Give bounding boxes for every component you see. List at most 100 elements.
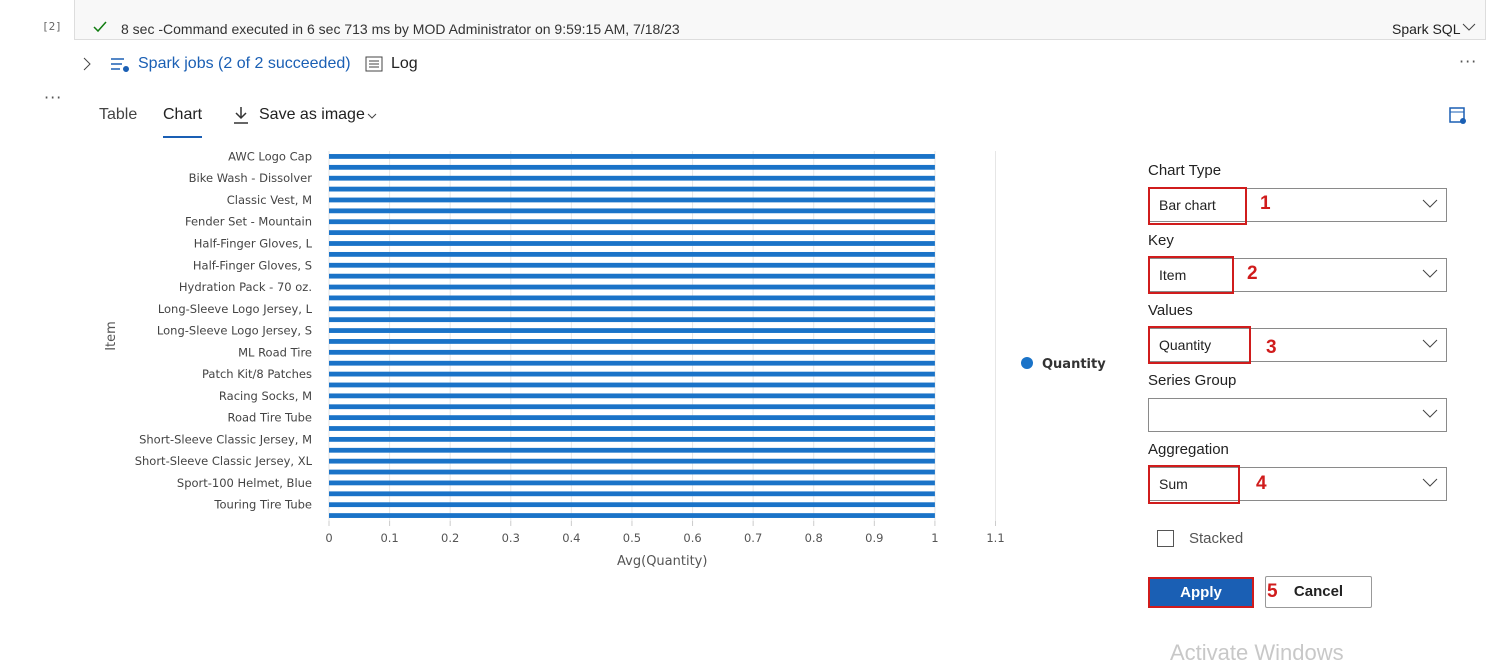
x-tick-label: 0 (325, 531, 332, 545)
x-tick-label: 0.1 (380, 531, 398, 545)
y-tick-label: Patch Kit/8 Patches (202, 367, 312, 381)
chevron (1422, 269, 1438, 278)
bar (329, 328, 935, 333)
dropdown[interactable]: Bar chart (1148, 188, 1447, 222)
y-tick-label: Touring Tire Tube (213, 498, 312, 512)
bar (329, 197, 935, 203)
bar (329, 262, 935, 268)
x-tick-label: 0.4 (562, 531, 580, 545)
field-label: Values (1148, 302, 1193, 319)
cancel-button[interactable]: Cancel (1265, 576, 1372, 608)
watermark: Activate Windows (1170, 640, 1344, 665)
dropdown[interactable]: Quantity (1148, 328, 1447, 362)
bar (329, 154, 935, 159)
bar (329, 393, 935, 399)
bar (329, 382, 935, 388)
tab-chart[interactable]: Chart (163, 106, 203, 123)
save-as-image[interactable]: Save as image (259, 106, 365, 123)
bar (329, 513, 935, 518)
chevron (1422, 478, 1438, 487)
bar (329, 480, 935, 486)
highlight (1148, 187, 1247, 225)
bar (329, 436, 935, 442)
x-tick-label: 1.1 (986, 531, 1004, 545)
chevron (1422, 339, 1438, 348)
bar (329, 175, 935, 181)
bar (329, 317, 935, 323)
bar (329, 339, 935, 344)
log-link[interactable]: Log (391, 55, 418, 72)
legend-label: Quantity (1042, 357, 1106, 372)
x-tick-label: 0.9 (865, 531, 883, 545)
x-tick-label: 0.6 (683, 531, 701, 545)
step-number: 1 (1260, 193, 1271, 214)
chart-settings-icon[interactable] (1449, 107, 1467, 125)
field-label: Chart Type (1148, 162, 1222, 179)
y-axis-label: Item (104, 321, 119, 351)
jobs-icon (111, 58, 129, 72)
y-tick-label: AWC Logo Cap (228, 149, 312, 163)
y-tick-label: Sport-100 Helmet, Blue (177, 476, 312, 490)
log-icon (365, 56, 383, 72)
bar (329, 426, 935, 431)
bar (329, 295, 935, 301)
more-menu[interactable]: ··· (1459, 52, 1478, 71)
bar (329, 251, 935, 257)
more-menu[interactable]: ··· (44, 88, 63, 107)
dropdown-value: Quantity (1159, 337, 1212, 353)
step-number: 5 (1267, 581, 1278, 602)
bar (329, 458, 935, 464)
bar (329, 306, 935, 312)
tab-underline (163, 136, 202, 138)
y-tick-label: Bike Wash - Dissolver (189, 171, 313, 185)
chevron (1422, 409, 1438, 418)
x-tick-label: 0.8 (805, 531, 823, 545)
bar (329, 371, 935, 377)
y-tick-label: Classic Vest, M (227, 193, 312, 207)
step-number: 2 (1247, 263, 1258, 284)
highlight (1148, 326, 1251, 364)
step-number: 3 (1266, 337, 1277, 358)
x-axis-label: Avg(Quantity) (617, 554, 707, 569)
field-label: Key (1148, 232, 1174, 249)
bar (329, 186, 935, 192)
check-icon (93, 21, 107, 33)
step-number: 4 (1256, 473, 1267, 494)
bar (329, 360, 935, 366)
checkbox-label: Stacked (1189, 530, 1244, 547)
expand-icon[interactable] (82, 57, 92, 71)
x-tick-label: 1 (931, 531, 938, 545)
language-select[interactable]: Spark SQL (1392, 21, 1461, 37)
y-tick-label: Fender Set - Mountain (185, 215, 312, 229)
highlight (1148, 256, 1234, 294)
bar (329, 502, 935, 508)
checkbox[interactable] (1157, 530, 1174, 547)
field-label: Aggregation (1148, 441, 1229, 458)
y-tick-label: Racing Socks, M (219, 389, 312, 403)
bar (329, 469, 935, 475)
bar (329, 491, 935, 497)
bar (329, 230, 935, 236)
apply-button[interactable]: Apply (1148, 577, 1254, 608)
highlight (1148, 465, 1240, 504)
dropdown[interactable] (1148, 398, 1447, 432)
bar (329, 273, 935, 279)
bar (329, 164, 935, 170)
bar (329, 284, 935, 290)
y-tick-label: Road Tire Tube (227, 411, 312, 425)
y-tick-label: Long-Sleeve Logo Jersey, L (158, 302, 313, 316)
download-icon (234, 107, 248, 124)
dropdown[interactable]: Sum (1148, 467, 1447, 501)
dropdown-value: Bar chart (1159, 197, 1216, 213)
bar (329, 219, 935, 225)
spark-jobs-link[interactable]: Spark jobs (2 of 2 succeeded) (138, 55, 351, 72)
dropdown-value: Item (1159, 267, 1187, 283)
x-tick-label: 0.3 (502, 531, 520, 545)
x-tick-label: 0.7 (744, 531, 762, 545)
dropdown[interactable]: Item (1148, 258, 1447, 292)
bar (329, 208, 935, 214)
chart: 0 0.1 0.2 0.3 0.4 0.5 0.6 0.7 0.8 0.9 1 1.1 AWC Logo… (104, 149, 1106, 569)
bar (329, 447, 935, 453)
tab-table[interactable]: Table (99, 106, 138, 123)
